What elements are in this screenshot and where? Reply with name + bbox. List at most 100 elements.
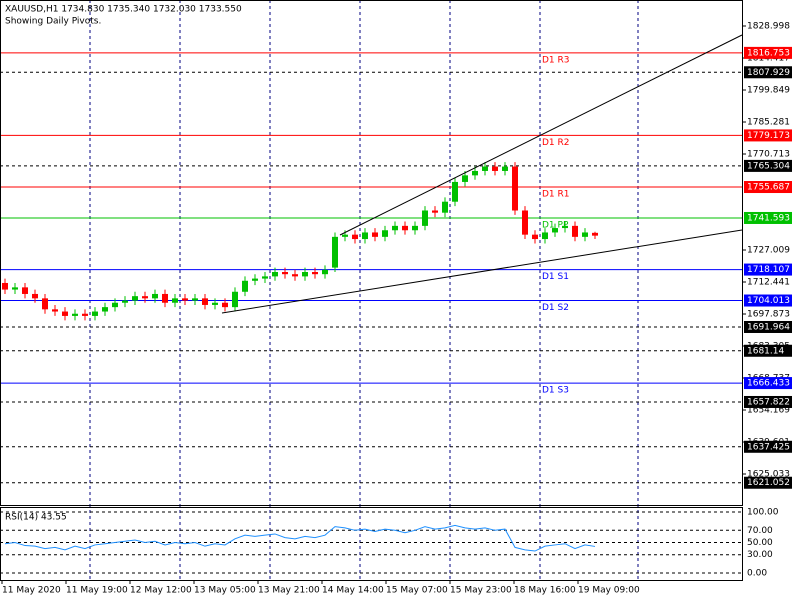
candle-body [502,166,508,171]
candle-body [552,228,558,233]
pivot-label: 1755.687 [747,183,790,193]
candle-body [142,296,148,299]
axis: 1828.9981814.4171799.8491785.2811770.713… [0,21,792,596]
x-tick-label: 18 May 16:00 [514,586,576,596]
x-tick-label: 19 May 09:00 [578,586,640,596]
candle-body [372,232,378,237]
pivot-box [744,181,792,194]
y-tick-label: 1785.281 [747,118,790,128]
level-box [744,395,792,408]
level-box [744,440,792,453]
level-label: 1637.425 [747,442,790,452]
candle-body [272,271,278,277]
level-label: 1681.14 [747,346,784,356]
candle-body [2,282,8,290]
pivot-box [744,211,792,224]
candle-body [72,313,78,316]
candle-body [482,166,488,171]
pivot-box [744,46,792,59]
header: XAUUSD,H1 1734.830 1735.340 1732.030 173… [5,5,242,15]
candle-body [32,293,38,299]
candle-body [322,269,328,275]
pivot-name: D1 R2 [542,138,570,148]
candle-body [252,278,258,281]
candle-body [52,309,58,312]
candle-body [102,307,108,312]
candle-body [262,276,268,279]
vertical-grid [89,0,639,580]
level-label: 1807.929 [747,68,790,78]
candle-body [242,280,248,292]
level-label: 1621.052 [747,478,790,488]
candle-body [392,225,398,231]
rsi-tick-label: 0.00 [747,569,767,579]
candle-body [572,225,578,237]
candle-body [542,232,548,240]
candle-body [422,210,428,226]
candle-body [512,166,518,211]
candle-body [442,201,448,213]
candle-body [352,234,358,240]
candle-body [112,302,118,308]
candle-body [172,298,178,303]
candle-body [342,234,348,237]
candle-body [302,271,308,277]
candle-body [12,287,18,290]
candle-body [232,291,238,308]
main-pane [0,0,743,506]
candle-body [462,175,468,182]
pivot-label: 1718.107 [747,265,790,275]
rsi-tick-label: 100.00 [747,508,779,518]
candle-body [42,298,48,310]
subtitle: Showing Daily Pivots. [5,17,101,27]
pivot-label: 1666.433 [747,379,790,389]
x-tick-label: 15 May 23:00 [450,586,512,596]
pivot-label: 1741.593 [747,213,790,223]
x-tick-label: 12 May 12:00 [130,586,192,596]
y-tick-label: 1770.713 [747,150,790,160]
candle-body [362,232,368,240]
candle-body [492,166,498,171]
pivot-name: D1 R3 [542,55,570,65]
y-tick-label: 1799.849 [747,86,790,96]
candle-body [332,236,338,268]
candle-body [382,230,388,237]
level-box [744,476,792,489]
pivot-label: 1816.753 [747,48,790,58]
y-tick-label: 1727.009 [747,246,790,256]
level-box [744,159,792,172]
candle-body [432,210,438,213]
pivot-label: 1779.173 [747,131,790,141]
candle-body [412,225,418,231]
x-tick-label: 13 May 21:00 [258,586,320,596]
level-box [744,66,792,79]
x-tick-label: 14 May 14:00 [322,586,384,596]
pivot-name: D1 S3 [542,386,569,396]
candle-body [62,311,68,316]
y-tick-label: 1828.998 [747,21,790,31]
candle-body [472,170,478,176]
level-label: 1691.964 [747,322,790,332]
candle-body [92,311,98,316]
rsi-label: RSI(14) 43.55 [5,513,67,523]
candle-body [152,293,158,299]
rsi-line [4,524,596,552]
rsi-pane [0,507,743,581]
y-tick-label: 1712.441 [747,278,790,288]
y-tick-label: 1625.033 [747,470,790,480]
x-tick-label: 15 May 07:00 [386,586,448,596]
pivot-box [744,294,792,307]
candle-body [212,302,218,305]
pivot-name: D1 S2 [542,303,569,313]
candle-body [22,287,28,294]
candle-body [312,271,318,275]
candle-body [222,302,228,308]
x-tick-label: 11 May 2020 [2,586,61,596]
level-box [744,344,792,357]
rsi-tick-label: 30.00 [747,550,773,560]
pivot-name: D1 R1 [542,190,570,200]
